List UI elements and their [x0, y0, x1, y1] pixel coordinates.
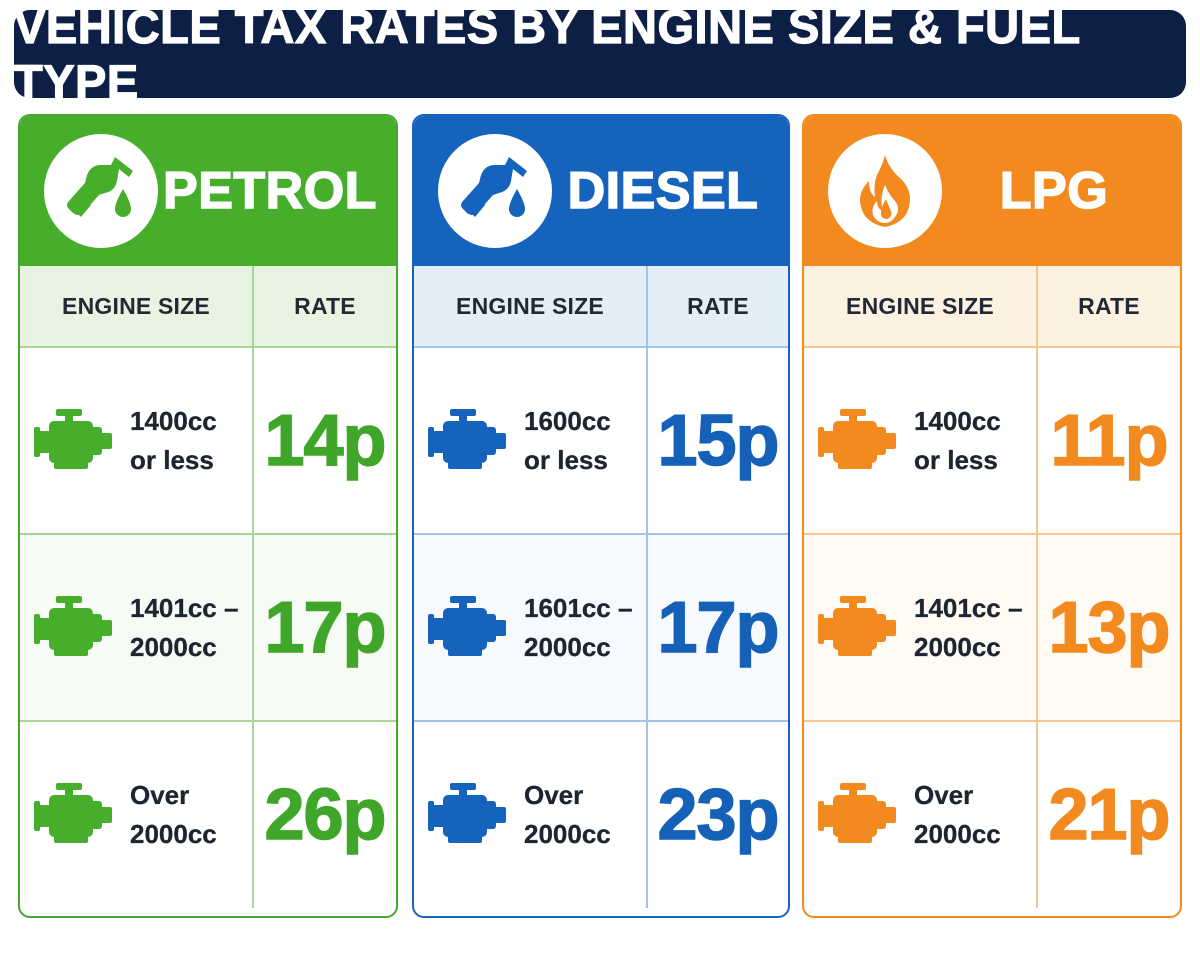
engine-icon [818, 596, 896, 660]
table-row: Over 2000cc 21p [804, 722, 1180, 908]
rate-value: 26p [264, 774, 388, 856]
page-title: VEHICLE TAX RATES BY ENGINE SIZE & FUEL … [13, 0, 1080, 109]
column-headers: ENGINE SIZE RATE [414, 266, 788, 348]
engine-size-label: Over 2000cc [914, 780, 1001, 849]
panel-header-diesel: DIESEL [414, 116, 788, 266]
column-headers: ENGINE SIZE RATE [804, 266, 1180, 348]
rate-value: 17p [657, 587, 781, 669]
fuel-name: PETROL [162, 161, 377, 221]
engine-icon [34, 596, 112, 660]
engine-size-label: 1400cc or less [914, 405, 1001, 475]
fuel-pump-icon [438, 134, 552, 248]
flame-icon [828, 134, 942, 248]
panel-header-lpg: LPG [804, 116, 1180, 266]
engine-icon [818, 783, 896, 847]
rate-value: 15p [657, 400, 781, 482]
fuel-pump-icon [44, 134, 158, 248]
table-row: 1401cc –2000cc 17p [20, 535, 396, 722]
rate-value: 21p [1048, 774, 1172, 856]
engine-icon [428, 409, 506, 473]
fuel-name: DIESEL [567, 161, 759, 221]
rate-value: 14p [264, 400, 388, 482]
table-row: Over 2000cc 26p [20, 722, 396, 908]
column-headers: ENGINE SIZE RATE [20, 266, 396, 348]
panel-diesel: DIESEL ENGINE SIZE RATE 1600cc or less 15… [412, 114, 790, 918]
panel-lpg: LPG ENGINE SIZE RATE 1400cc or less 11p 1… [802, 114, 1182, 918]
engine-icon [818, 409, 896, 473]
panel-petrol: PETROL ENGINE SIZE RATE 1400cc or less 14… [18, 114, 398, 918]
panel-header-petrol: PETROL [20, 116, 396, 266]
engine-size-label: 1400cc or less [130, 405, 217, 475]
column-header-rate: RATE [687, 292, 749, 319]
column-header-rate: RATE [294, 292, 356, 319]
table-row: 1401cc –2000cc 13p [804, 535, 1180, 722]
engine-size-label: 1401cc –2000cc [130, 592, 239, 662]
table-row: 1601cc –2000cc 17p [414, 535, 788, 722]
title-banner: VEHICLE TAX RATES BY ENGINE SIZE & FUEL … [13, 0, 1186, 109]
column-header-engine-size: ENGINE SIZE [20, 266, 254, 346]
engine-icon [428, 596, 506, 660]
engine-icon [34, 783, 112, 847]
column-header-engine-size: ENGINE SIZE [804, 266, 1038, 346]
engine-size-label: 1401cc –2000cc [914, 592, 1023, 662]
column-header-engine-size: ENGINE SIZE [414, 266, 648, 346]
table-row: 1400cc or less 14p [20, 348, 396, 535]
engine-size-label: Over 2000cc [130, 780, 217, 849]
engine-size-label: 1601cc –2000cc [524, 592, 633, 662]
engine-icon [428, 783, 506, 847]
table-row: 1600cc or less 15p [414, 348, 788, 535]
table-row: Over 2000cc 23p [414, 722, 788, 908]
engine-icon [34, 409, 112, 473]
engine-size-label: Over 2000cc [524, 780, 611, 849]
table-row: 1400cc or less 11p [804, 348, 1180, 535]
column-header-rate: RATE [1078, 292, 1140, 319]
engine-size-label: 1600cc or less [524, 405, 611, 475]
fuel-name: LPG [999, 161, 1109, 221]
rate-value: 13p [1048, 587, 1172, 669]
rate-value: 17p [264, 587, 388, 669]
rate-value: 11p [1050, 400, 1170, 482]
rate-value: 23p [657, 774, 781, 856]
